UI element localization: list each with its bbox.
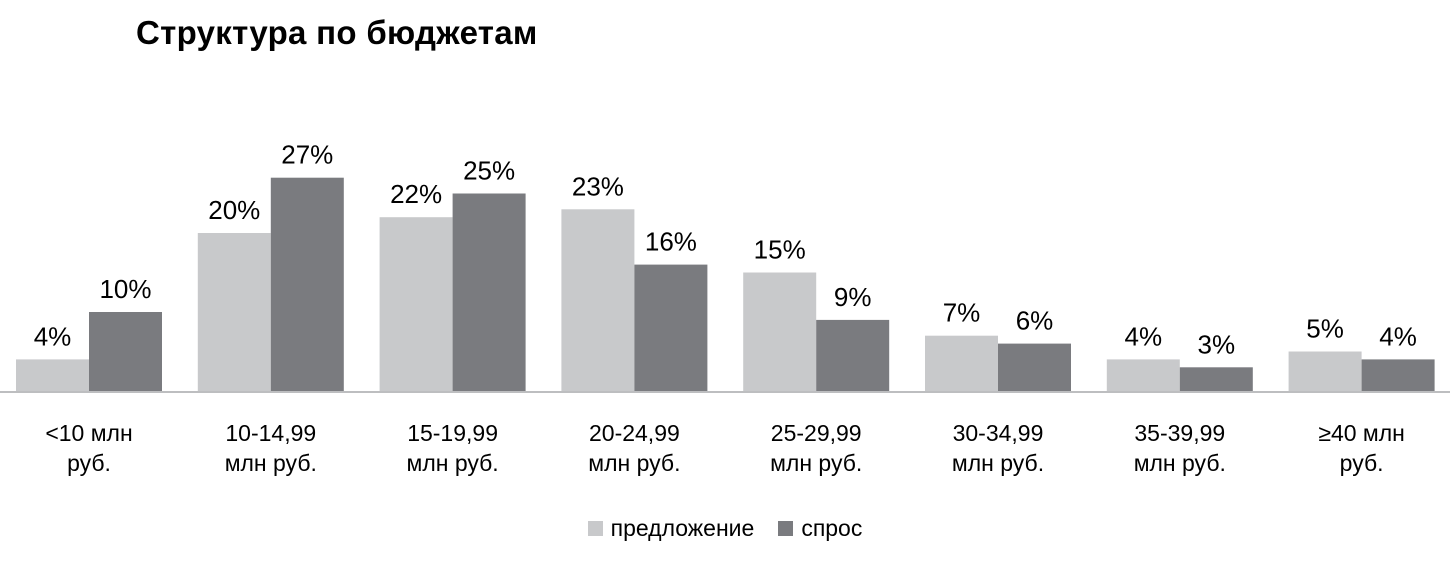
category-label-7: ≥40 млн руб. [1318, 420, 1405, 476]
category-label-1: 10-14,99 млн руб. [224, 420, 317, 476]
bar-demand-7 [1361, 359, 1435, 391]
legend-swatch-demand [778, 521, 794, 536]
data-label-demand-2: 25% [463, 156, 515, 186]
category-label-4: 25-29,99 млн руб. [770, 420, 863, 476]
bar-supply-6 [1106, 359, 1180, 391]
bar-supply-5 [925, 335, 998, 391]
category-label-3: 20-24,99 млн руб. [588, 420, 681, 476]
bar-supply-3 [561, 209, 635, 391]
legend-label-supply: предложение [610, 515, 755, 541]
data-label-demand-0: 10% [99, 274, 151, 304]
bar-demand-6 [1179, 367, 1253, 391]
bar-demand-0 [89, 312, 162, 391]
data-label-supply-5: 7% [943, 298, 981, 328]
data-label-supply-7: 5% [1306, 314, 1344, 344]
data-label-supply-2: 22% [390, 179, 442, 209]
category-label-5: 30-34,99 млн руб. [951, 420, 1045, 476]
bar-demand-3 [634, 264, 708, 391]
data-label-demand-7: 4% [1379, 321, 1417, 351]
legend-swatch-supply [587, 521, 603, 536]
data-label-supply-4: 15% [754, 235, 806, 265]
data-label-supply-6: 4% [1125, 321, 1163, 351]
legend-item-demand: спрос [778, 515, 862, 542]
data-label-demand-3: 16% [645, 227, 697, 257]
bar-supply-1 [197, 233, 271, 391]
bar-supply-2 [379, 217, 453, 391]
data-label-demand-4: 9% [834, 282, 872, 312]
category-label-2: 15-19,99 млн руб. [406, 420, 499, 476]
data-label-supply-1: 20% [208, 195, 260, 225]
chart-title: Структура по бюджетам [136, 14, 538, 51]
bar-supply-4 [743, 272, 817, 391]
data-label-demand-1: 27% [281, 140, 333, 170]
bar-demand-1 [270, 177, 344, 391]
category-label-6: 35-39,99 млн руб. [1133, 420, 1226, 476]
category-label-0: <10 млн руб. [45, 420, 133, 476]
bar-demand-2 [452, 193, 526, 391]
legend-label-demand: спрос [801, 515, 863, 541]
legend: предложение спрос [0, 515, 1450, 542]
data-label-demand-6: 3% [1198, 329, 1236, 359]
bar-demand-4 [816, 319, 890, 391]
bar-supply-7 [1288, 351, 1362, 391]
data-label-demand-5: 6% [1016, 306, 1054, 336]
data-label-supply-0: 4% [34, 321, 72, 351]
legend-item-supply: предложение [587, 515, 755, 542]
data-label-supply-3: 23% [572, 171, 624, 201]
bar-supply-0 [16, 359, 89, 391]
bar-demand-5 [998, 343, 1071, 391]
